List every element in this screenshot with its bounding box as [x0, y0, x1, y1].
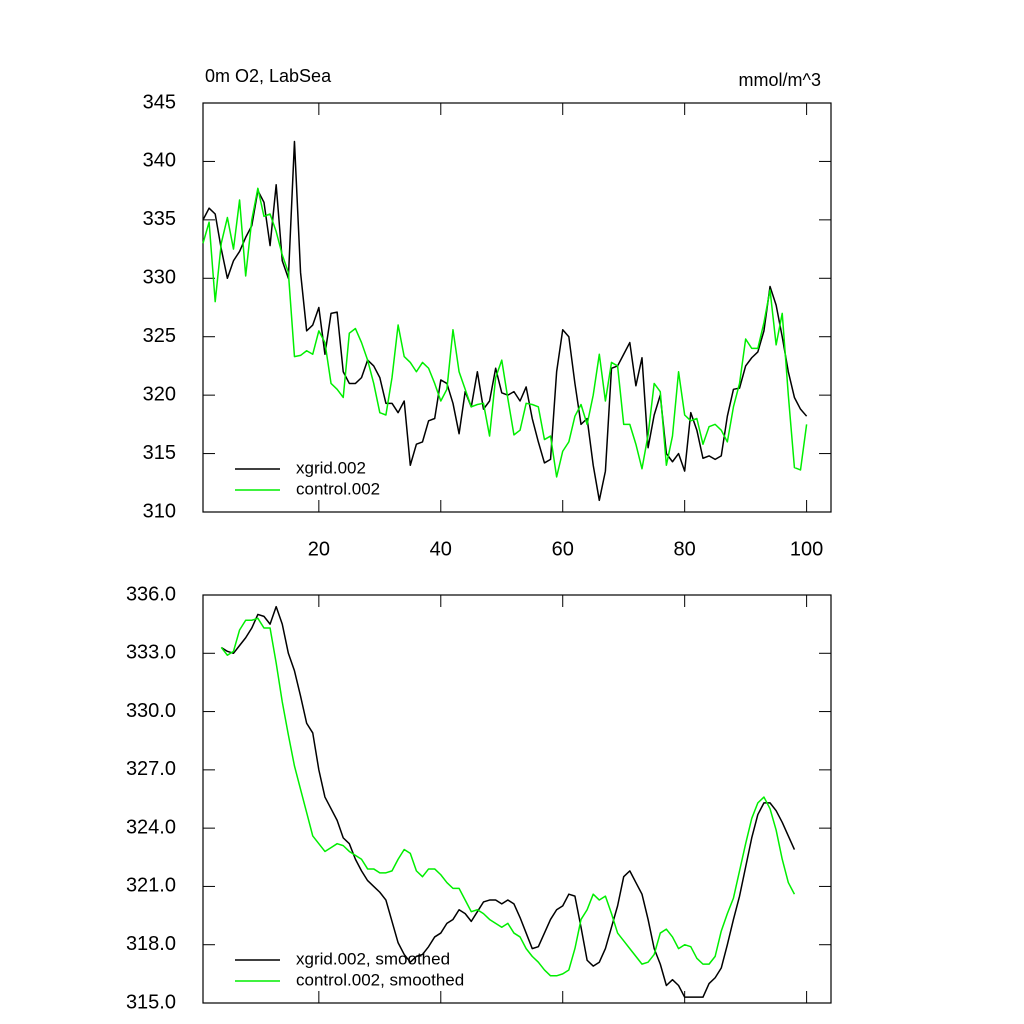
y-tick-label: 321.0 — [126, 875, 176, 897]
x-tick-label: 20 — [308, 538, 330, 560]
y-tick-label: 330 — [143, 267, 176, 289]
y-tick-label: 325 — [143, 325, 176, 347]
legend-label: control.002 — [296, 479, 380, 498]
series-line — [202, 140, 808, 502]
chart-title: 0m O2, LabSea — [205, 66, 332, 86]
y-tick-label: 335 — [143, 208, 176, 230]
x-tick-label: 80 — [674, 538, 696, 560]
y-tick-label: 333.0 — [126, 642, 176, 664]
y-tick-label: 336.0 — [126, 583, 176, 605]
y-tick-label: 324.0 — [126, 816, 176, 838]
y-tick-label: 327.0 — [126, 758, 176, 780]
y-tick-label: 340 — [143, 150, 176, 172]
units-label: mmol/m^3 — [739, 70, 821, 90]
series-line — [220, 605, 796, 998]
y-tick-label: 310 — [143, 500, 176, 522]
plot-frame — [202, 594, 832, 1004]
y-tick-label: 315.0 — [126, 991, 176, 1013]
y-tick-label: 345 — [143, 91, 176, 113]
y-tick-label: 330.0 — [126, 700, 176, 722]
legend-label: xgrid.002 — [296, 458, 366, 477]
x-tick-label: 40 — [430, 538, 452, 560]
series-line — [220, 617, 796, 977]
y-tick-label: 320 — [143, 383, 176, 405]
plot-frame — [202, 102, 832, 513]
y-tick-label: 318.0 — [126, 933, 176, 955]
legend-label: xgrid.002, smoothed — [296, 949, 450, 968]
x-tick-label: 60 — [552, 538, 574, 560]
series-line — [202, 187, 808, 478]
x-tick-label: 100 — [790, 538, 823, 560]
legend-label: control.002, smoothed — [296, 970, 464, 989]
y-tick-label: 315 — [143, 442, 176, 464]
